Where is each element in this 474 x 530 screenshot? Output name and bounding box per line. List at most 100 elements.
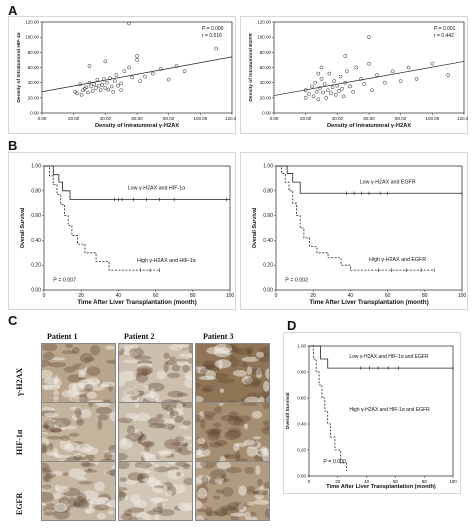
tissue-blob [167, 469, 185, 480]
tissue-blob [42, 429, 56, 433]
x-tick-label: 60.00 [363, 116, 375, 121]
scatter-point [130, 75, 135, 80]
tissue-blob [179, 439, 186, 445]
panel-label-c: C [8, 313, 18, 328]
tissue-blob [78, 481, 94, 485]
tissue-blob [42, 351, 55, 361]
tissue-blob [230, 512, 247, 517]
scatter-point [406, 65, 411, 70]
tissue-blob [104, 469, 112, 476]
tissue-blob [264, 394, 269, 402]
tissue-blob [196, 515, 205, 520]
tissue-blob [71, 413, 84, 422]
scatter-point [375, 73, 379, 77]
x-tick-label: 40.00 [100, 116, 112, 121]
tissue-blob [200, 419, 206, 429]
tissue-blob [209, 441, 223, 448]
stat-p-value: P = 0.007 [53, 277, 76, 283]
scatter-point [174, 64, 179, 68]
tissue-blob [196, 462, 206, 469]
row-label-gamma-h2ax: γ-H2AX [15, 367, 24, 396]
tissue-blob [42, 462, 50, 471]
chart-frame [240, 152, 468, 310]
tissue-blob [201, 388, 212, 392]
y-axis-label: Density of Intratumoral HIF-1α [16, 32, 22, 102]
tissue-blob [200, 367, 208, 375]
micrograph-r3-c3 [195, 461, 270, 521]
tissue-blob [73, 499, 90, 509]
x-axis-label: Time After Liver Transplantation (month) [326, 484, 436, 490]
tissue-blob [96, 512, 106, 520]
tissue-blob [252, 436, 262, 440]
tissue-blob [173, 415, 184, 423]
y-tick-label: 0.20 [31, 263, 41, 269]
tissue-blob [187, 357, 192, 365]
tissue-blob [119, 370, 137, 382]
scatter-point [348, 84, 352, 89]
tissue-blob [203, 475, 209, 479]
plot-area [275, 165, 463, 291]
tissue-blob [196, 479, 204, 485]
micrograph-r2-c1 [41, 402, 116, 462]
scatter-point [106, 87, 111, 92]
y-tick-label: 0.80 [263, 188, 273, 194]
scatter-point [337, 89, 341, 93]
tissue-blob [48, 442, 54, 450]
x-tick-label: 100 [449, 479, 457, 484]
tissue-blob [53, 502, 68, 513]
x-axis-label: Density of Intratumoral γ-H2AX [95, 123, 179, 129]
tissue-blob [106, 359, 115, 365]
km-curve-low [309, 345, 453, 369]
scatter-point [138, 79, 143, 84]
tissue-blob [103, 399, 111, 402]
tissue-blob [94, 504, 109, 511]
scatter-point [95, 77, 100, 82]
scatter-point [84, 85, 89, 90]
y-tick-label: 1.00 [297, 344, 306, 349]
tissue-blob [119, 490, 126, 502]
tissue-blob [42, 370, 53, 379]
chart-svg: 0 20 40 60 80 100 0.00 0.20 0.40 0.60 0.80 1.00 Time… [283, 332, 461, 494]
tissue-blob [244, 377, 262, 387]
x-tick-label: 40 [116, 293, 122, 299]
chart-frame [8, 16, 236, 134]
x-tick-label: 40.00 [332, 116, 344, 121]
x-axis-label: Density of Intratumoral γ-H2AX [327, 123, 411, 129]
y-tick-label: 0.00 [30, 111, 39, 116]
tissue-blob [83, 357, 95, 362]
tissue-blob [87, 453, 95, 461]
tissue-blob [196, 449, 202, 456]
y-tick-label: 20.00 [28, 95, 40, 100]
scatter-point [354, 65, 359, 70]
tissue-blob [61, 350, 76, 355]
x-tick-label: 60 [153, 293, 159, 299]
scatter-point [303, 95, 308, 100]
tissue-blob [48, 361, 67, 368]
x-tick-label: 80 [422, 293, 428, 299]
tissue-blob [157, 423, 175, 429]
tissue-blob [123, 509, 132, 517]
tissue-blob [225, 344, 236, 349]
tissue-blob [127, 507, 145, 513]
tissue-blob [205, 370, 216, 380]
tissue-blob [169, 344, 183, 351]
scatter-point [119, 81, 124, 86]
tissue-blob [127, 472, 143, 481]
tissue-blob [178, 504, 192, 512]
scatter-point [341, 94, 346, 99]
plot-area [308, 345, 454, 477]
tissue-blob [119, 491, 127, 498]
tissue-blob [146, 510, 163, 515]
scatter-point [335, 83, 340, 88]
tissue-blob [237, 503, 247, 513]
scatter-point [311, 94, 316, 99]
tissue-blob [245, 376, 250, 382]
tissue-blob [215, 489, 224, 494]
tissue-blob [42, 444, 47, 454]
tissue-blob [260, 446, 267, 455]
km-curve-high [276, 165, 435, 271]
scatter-point [362, 82, 367, 87]
tissue-blob [119, 438, 133, 450]
chart-svg: 0 20 40 60 80 100 0.00 0.20 0.40 0.60 0.80 1.00 Time… [240, 152, 468, 310]
scatter-point [303, 88, 308, 93]
